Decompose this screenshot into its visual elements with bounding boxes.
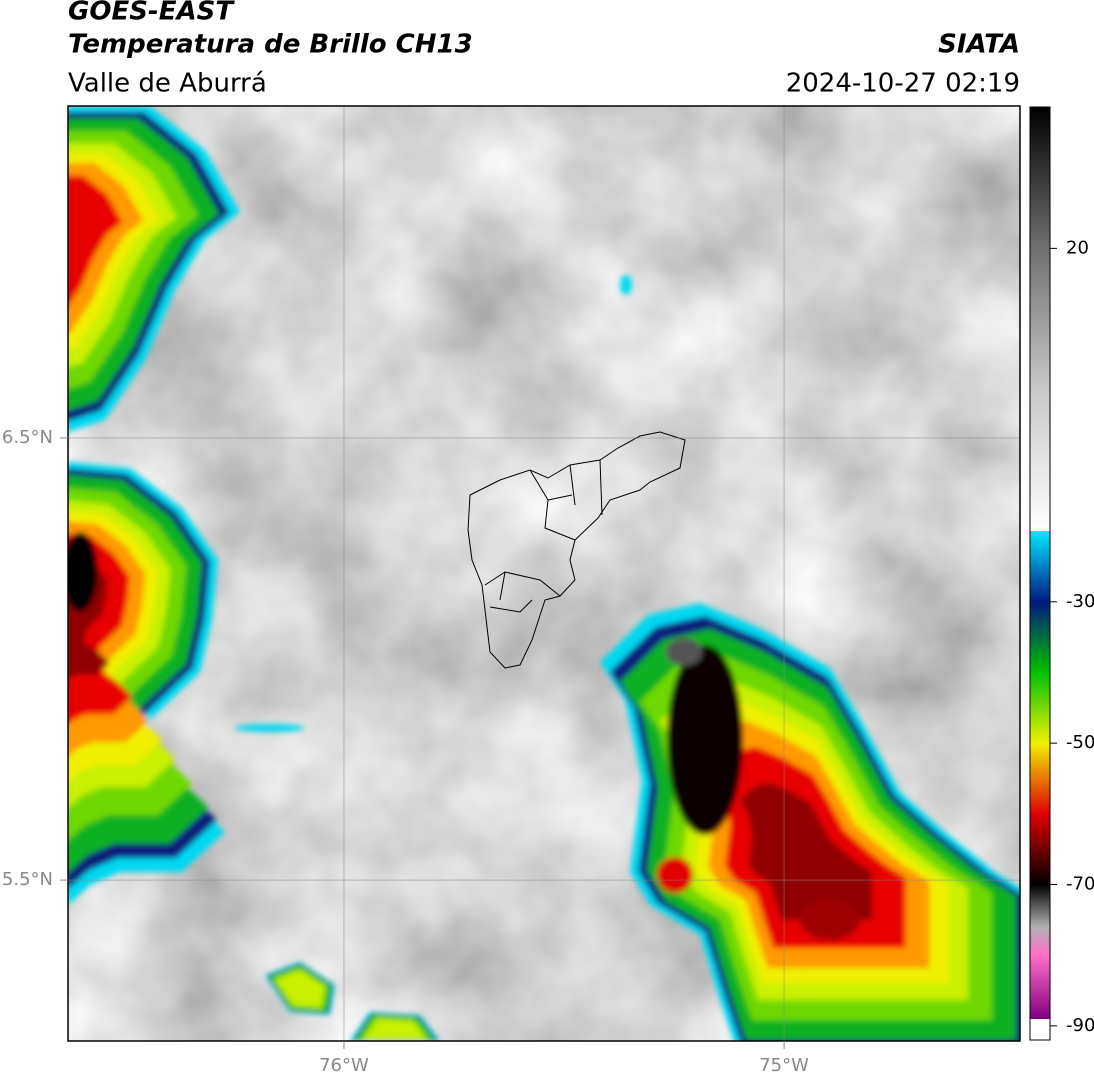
x-tick-label: 75°W <box>759 1055 809 1076</box>
colorbar-tick-label: -50 <box>1066 732 1094 753</box>
storm-core <box>800 900 860 940</box>
source: SIATA <box>938 30 1020 60</box>
y-tick-label: 6.5°N <box>2 427 53 448</box>
storm-layer <box>363 1018 427 1040</box>
storm-core <box>68 532 98 612</box>
municipal-borders <box>484 459 603 613</box>
valley-boundary <box>467 431 686 669</box>
anvil-edge <box>620 275 632 295</box>
colorbar-tick-label: 20 <box>1066 237 1089 258</box>
subtitle: Temperatura de Brillo CH13 <box>68 30 473 60</box>
storm-core <box>667 645 743 835</box>
storm-core <box>666 638 702 666</box>
y-tick-label: 5.5°N <box>2 869 53 890</box>
colorbar-tick-label: -70 <box>1066 874 1094 895</box>
colorbar-tick-label: -90 <box>1066 1015 1094 1036</box>
map-frame <box>67 105 1021 1042</box>
datetime: 2024-10-27 02:19 <box>786 69 1020 99</box>
anvil-edge <box>235 724 305 732</box>
grid <box>68 106 1020 1041</box>
storms <box>68 106 1020 1041</box>
storm-layer <box>68 175 123 307</box>
x-tick-label: 76°W <box>319 1055 369 1076</box>
storm-layer <box>275 970 325 1008</box>
storm-core <box>657 857 693 893</box>
map-image <box>68 106 1020 1041</box>
colorbar <box>1029 106 1051 1041</box>
colorbar-tick-label: -30 <box>1066 591 1094 612</box>
region: Valle de Aburrá <box>68 69 267 99</box>
storm-layer <box>740 782 872 920</box>
title: GOES-EAST <box>68 0 235 27</box>
